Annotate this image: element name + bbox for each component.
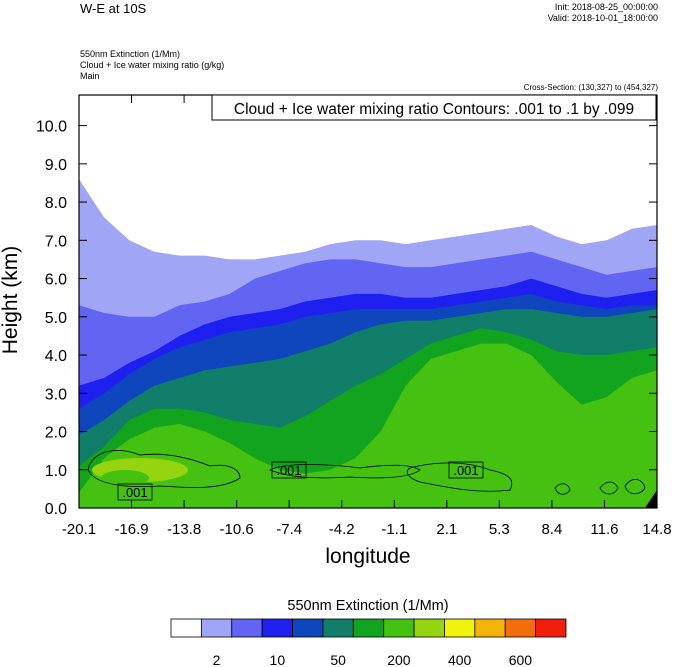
contour-label: .001 xyxy=(453,463,478,478)
x-tick-label: 8.4 xyxy=(541,521,562,538)
extinction-core xyxy=(101,470,149,486)
x-tick-label: 5.3 xyxy=(489,521,510,538)
contour-line xyxy=(87,450,241,488)
contour-line xyxy=(269,464,421,479)
colorbar-title: 550nm Extinction (1/Mm) xyxy=(287,598,448,614)
colorbar-swatch xyxy=(444,618,476,638)
cross-section-label: Cross-Section: (130,327) to (454,327) xyxy=(523,83,658,92)
colorbar-swatch xyxy=(261,618,293,638)
y-tick-label: 6.0 xyxy=(45,272,67,289)
y-tick-label: 2.0 xyxy=(45,425,67,442)
colorbar-swatch xyxy=(474,618,506,638)
x-tick-label: -10.6 xyxy=(220,521,254,538)
colorbar: 2 10 50 200 400 600 xyxy=(170,618,567,667)
init-time: Init: 2018-08-25_00:00:00 xyxy=(554,2,658,12)
colorbar-swatch xyxy=(535,618,567,638)
contour-label: .001 xyxy=(122,485,147,500)
contour-line xyxy=(624,479,646,495)
colorbar-swatch xyxy=(383,618,415,638)
x-tick-label: -20.1 xyxy=(62,521,96,538)
colorbar-swatch xyxy=(170,618,202,638)
field-name-extinction: 550nm Extinction (1/Mm) xyxy=(80,49,181,59)
contour-line xyxy=(406,462,513,492)
x-axis-label: longitude xyxy=(325,545,410,568)
colorbar-swatch xyxy=(504,618,537,638)
valid-time: Valid: 2018-10-01_18:00:00 xyxy=(547,13,658,23)
contour-label-box xyxy=(271,461,307,479)
y-tick-label: 8.0 xyxy=(45,195,67,212)
x-tick-label: -7.4 xyxy=(276,521,302,538)
y-tick-label: 0.0 xyxy=(45,501,67,518)
contour-label: .001 xyxy=(276,463,301,478)
contour-line xyxy=(599,481,619,495)
extinction-band-400 xyxy=(79,343,657,508)
y-tick-label: 7.0 xyxy=(45,233,67,250)
colorbar-swatch xyxy=(352,618,385,638)
colorbar-tick-label: 200 xyxy=(387,652,411,667)
colorbar-tick-label: 2 xyxy=(213,652,221,667)
contour-line xyxy=(554,483,571,495)
colorbar-tick-label: 10 xyxy=(270,652,286,667)
colorbar-swatch xyxy=(413,618,445,638)
y-tick-label: 3.0 xyxy=(45,386,67,403)
page-title: W-E at 10S xyxy=(80,1,147,16)
x-tick-label: 2.1 xyxy=(436,521,457,538)
x-tick-label: -13.8 xyxy=(167,521,201,538)
colorbar-swatch xyxy=(292,618,324,638)
axes-text: Cloud + Ice water mixing ratio Contours:… xyxy=(0,94,657,614)
terrain xyxy=(645,490,657,508)
colorbar-tick-label: 50 xyxy=(330,652,346,667)
x-tick-label: 11.6 xyxy=(590,521,618,538)
colorbar-swatch xyxy=(322,618,354,638)
x-tick-label: -4.2 xyxy=(329,521,355,538)
field-name-mixing-ratio: Cloud + Ice water mixing ratio (g/kg) xyxy=(80,60,225,70)
colorbar-tick-label: 600 xyxy=(509,652,533,667)
y-axis-label: Height (km) xyxy=(0,246,22,355)
x-tick-label: 14.8 xyxy=(642,521,671,538)
y-tick-label: 4.0 xyxy=(45,348,67,365)
x-tick-label: -1.1 xyxy=(381,521,407,538)
y-tick-label: 10.0 xyxy=(36,119,67,136)
x-tick-label: -16.9 xyxy=(114,521,148,538)
colorbar-swatch xyxy=(231,618,263,638)
y-tick-label: 1.0 xyxy=(45,463,67,480)
field-name-main: Main xyxy=(80,71,100,81)
y-tick-label: 9.0 xyxy=(45,157,67,174)
colorbar-swatch xyxy=(200,618,233,638)
contour-label-box xyxy=(448,461,484,479)
contour-info: Cloud + Ice water mixing ratio Contours:… xyxy=(234,101,634,118)
colorbar-tick-label: 400 xyxy=(448,652,472,667)
contour-label-box xyxy=(117,483,153,501)
y-tick-label: 5.0 xyxy=(45,310,67,327)
contour-info-box xyxy=(211,94,657,121)
plot-area: .001 .001 .001 xyxy=(79,95,657,509)
